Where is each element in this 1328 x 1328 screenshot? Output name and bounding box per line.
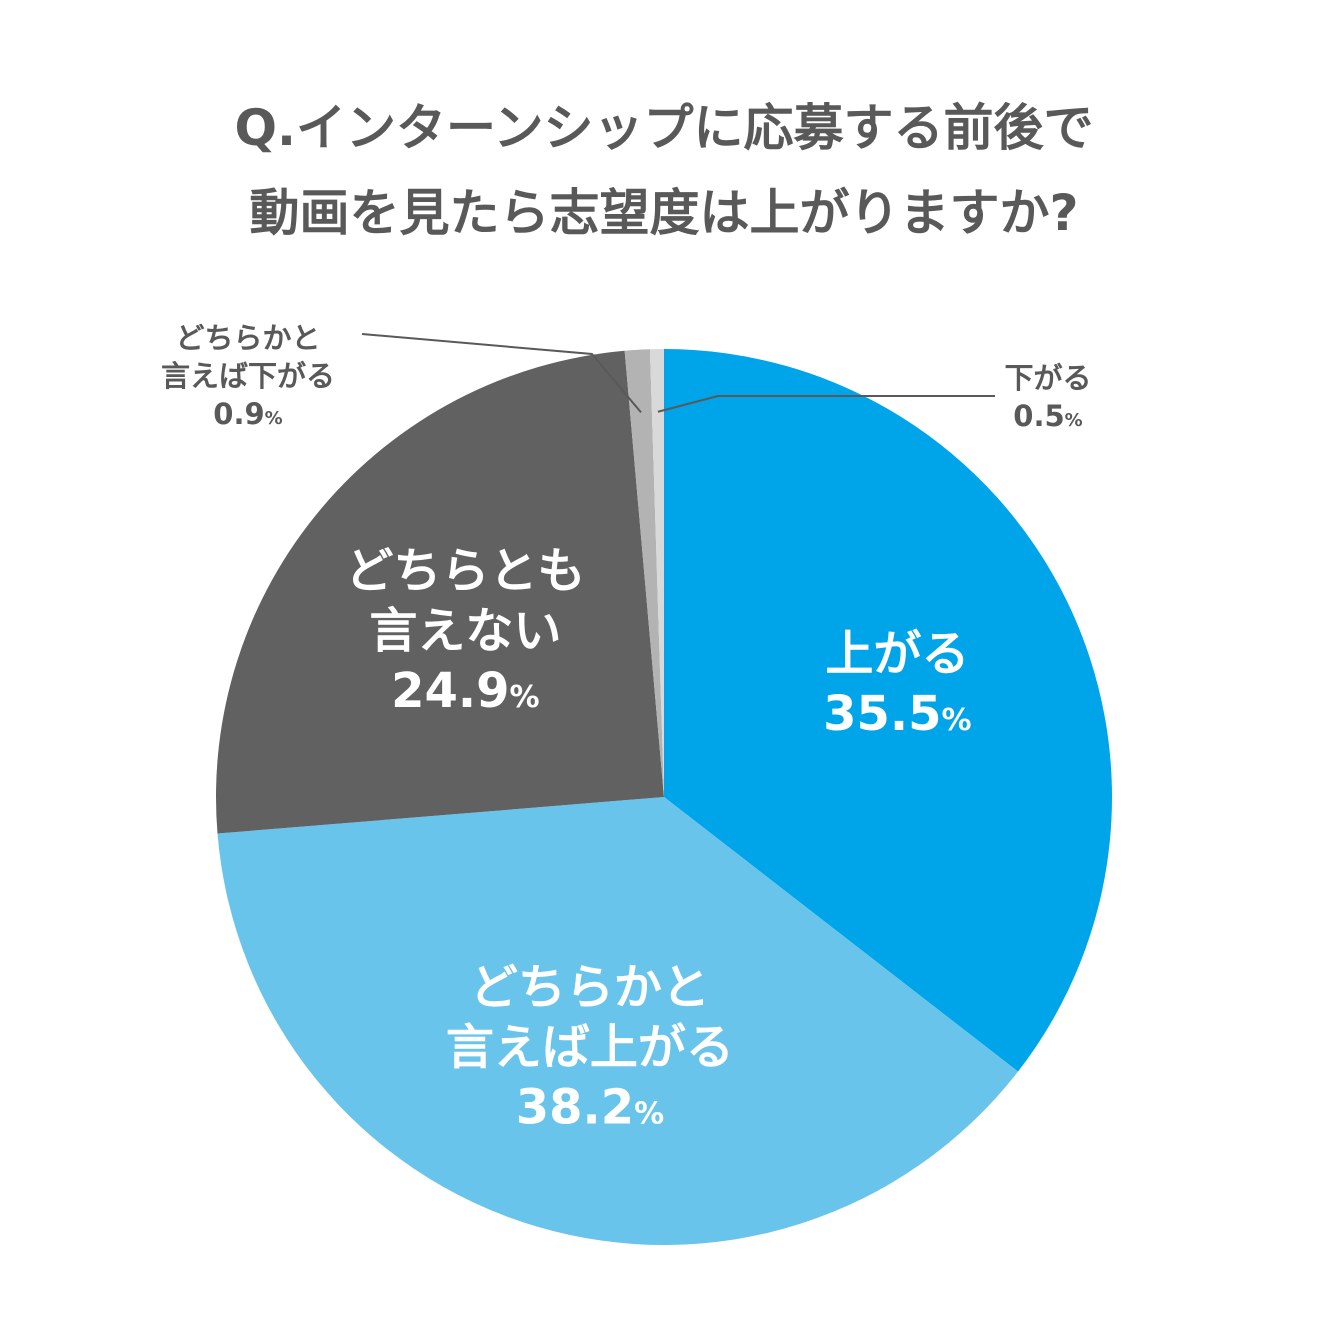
slice-value-number: 35.5: [823, 686, 941, 742]
slice-label: どちらとも: [345, 543, 585, 599]
pie-slice: [624, 349, 664, 797]
outside-slice-label: どちらかと: [175, 321, 320, 355]
slice-value-number: 24.9: [391, 663, 509, 719]
pie-slice: [215, 350, 664, 834]
outside-slice-label: 下がる: [1004, 361, 1091, 395]
slice-value-label: 35.5%: [823, 686, 972, 742]
slice-labels: 上がる35.5%どちらかと言えば上がる38.2%どちらとも言えない24.9%どち…: [161, 321, 1092, 1135]
slice-label: 上がる: [825, 626, 969, 682]
pie-slice: [649, 349, 664, 797]
pie-slices: [215, 349, 1112, 1246]
slice-value-number: 0.9: [213, 397, 264, 431]
outside-slice-label: 言えば下がる: [161, 359, 335, 393]
chart-title-line-1: Q.インターンシップに応募する前後で: [235, 99, 1094, 157]
slice-value-label: 24.9%: [391, 663, 540, 719]
slice-label: どちらかと: [470, 959, 710, 1015]
slice-value-number: 38.2: [516, 1079, 634, 1135]
slice-label: 言えない: [369, 603, 561, 659]
slice-label: 言えば上がる: [446, 1019, 734, 1075]
slice-value-unit: %: [634, 1096, 664, 1131]
slice-value-unit: %: [510, 680, 540, 715]
chart-title-line-2: 動画を見たら志望度は上がりますか?: [249, 184, 1078, 242]
slice-value-label: 38.2%: [516, 1079, 665, 1135]
pie-slice: [217, 797, 1018, 1246]
slice-value-unit: %: [1065, 410, 1083, 431]
leader-line-left: [361, 333, 642, 414]
leader-lines: [361, 333, 995, 414]
leader-line-right: [657, 395, 995, 413]
slice-value-unit: %: [942, 703, 972, 738]
slice-value-number: 0.5: [1013, 399, 1064, 433]
outside-slice-value-label: 0.5%: [1013, 399, 1082, 433]
outside-slice-value-label: 0.9%: [213, 397, 282, 431]
slice-value-unit: %: [265, 408, 283, 429]
pie-slice: [664, 349, 1112, 1072]
